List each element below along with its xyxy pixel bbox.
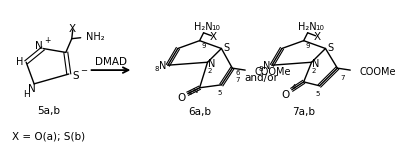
Text: 9: 9	[305, 43, 310, 49]
Text: and/or: and/or	[244, 73, 278, 83]
Text: H₂N: H₂N	[298, 22, 317, 32]
Text: O: O	[282, 90, 290, 100]
Text: 6: 6	[235, 70, 239, 76]
Text: X = O(a); S(b): X = O(a); S(b)	[12, 132, 85, 142]
Text: X: X	[210, 32, 217, 42]
Text: 7: 7	[340, 75, 345, 81]
Text: 10: 10	[211, 25, 220, 31]
Text: 5: 5	[217, 90, 222, 96]
Text: N: N	[192, 88, 197, 94]
Text: N: N	[159, 61, 166, 71]
Text: −: −	[80, 67, 87, 76]
Text: S: S	[223, 43, 230, 53]
Text: 5a,b: 5a,b	[37, 106, 61, 116]
Text: 10: 10	[315, 25, 324, 31]
Text: 7a,b: 7a,b	[292, 107, 315, 117]
Text: H: H	[15, 57, 23, 67]
Text: 6a,b: 6a,b	[188, 107, 211, 117]
Text: H: H	[23, 90, 30, 99]
Text: N: N	[208, 59, 215, 69]
Text: N: N	[263, 61, 271, 71]
Text: S: S	[72, 71, 79, 81]
Text: H₂N: H₂N	[194, 22, 213, 32]
Text: DMAD: DMAD	[95, 57, 127, 67]
Text: S: S	[327, 43, 333, 53]
Text: N: N	[35, 41, 43, 51]
Text: 2: 2	[311, 68, 316, 74]
Text: N: N	[312, 59, 319, 69]
Text: COOMe: COOMe	[359, 67, 396, 77]
Text: 7: 7	[235, 77, 239, 83]
Text: 5: 5	[315, 91, 320, 97]
Text: 4: 4	[188, 90, 192, 96]
Text: 4: 4	[291, 84, 296, 90]
Text: X: X	[314, 32, 321, 42]
Text: NH₂: NH₂	[85, 32, 104, 42]
Text: +: +	[44, 36, 50, 45]
Text: 8: 8	[259, 66, 263, 72]
Text: X: X	[69, 24, 76, 34]
Text: 9: 9	[201, 43, 206, 49]
Text: N: N	[28, 84, 36, 94]
Text: COOMe: COOMe	[254, 67, 291, 77]
Text: 2: 2	[207, 68, 212, 74]
Text: O: O	[177, 93, 186, 103]
Text: 8: 8	[155, 66, 159, 72]
